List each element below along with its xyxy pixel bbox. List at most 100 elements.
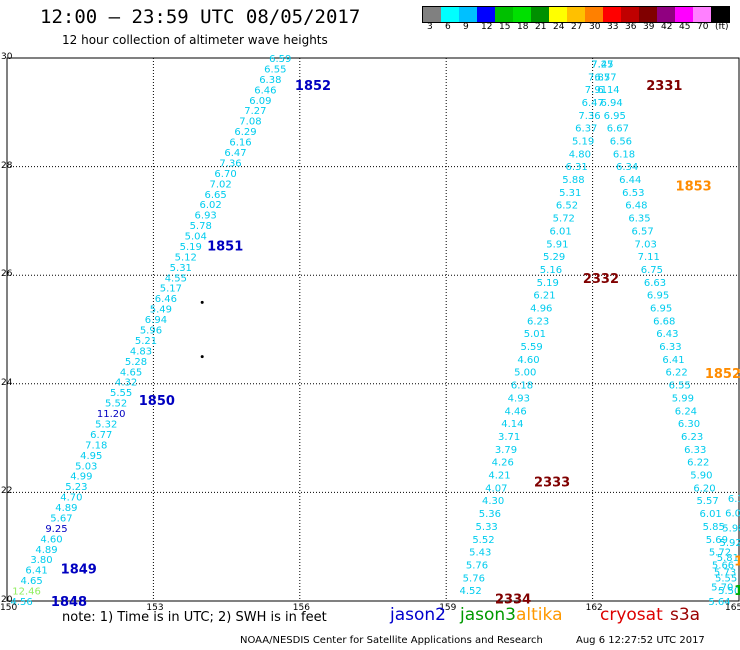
pass-time-label: 1852 (705, 367, 740, 382)
wave-height-value: 7.11 (638, 252, 660, 263)
wave-height-value: 3.79 (495, 445, 517, 456)
color-swatch (567, 7, 585, 22)
color-legend-label: (ft) (715, 22, 729, 32)
wave-height-value: 6.41 (25, 566, 47, 577)
wave-height-value: 5.57 (696, 496, 718, 507)
wave-height-value: 6.33 (684, 445, 706, 456)
wave-height-value: 5.73 (714, 568, 736, 579)
wave-height-value: 6.37 (575, 124, 597, 135)
wave-height-value: 5.32 (95, 419, 117, 430)
wave-height-value: 4.89 (55, 503, 77, 514)
wave-height-value: 7.27 (591, 59, 613, 70)
wave-height-value: 5.55 (110, 388, 132, 399)
wave-height-value: 4.46 (504, 406, 526, 417)
wave-height-value: 5.29 (543, 252, 565, 263)
wave-height-value: 3.71 (498, 432, 520, 443)
color-legend (422, 6, 730, 23)
wave-height-value: 6.68 (653, 316, 675, 327)
color-swatch (675, 7, 693, 22)
color-legend-label: 3 (427, 22, 433, 32)
wave-height-value: 4.95 (80, 451, 102, 462)
pass-time-label: 2331 (646, 79, 682, 94)
wave-height-value: 6.18 (613, 149, 635, 160)
color-swatch (549, 7, 567, 22)
color-swatch (585, 7, 603, 22)
wave-height-value: 5.16 (540, 265, 562, 276)
wave-height-value: 5.99 (672, 393, 694, 404)
color-swatch (639, 7, 657, 22)
wave-height-value: 4.52 (459, 586, 481, 597)
satellite-track: 4.525.765.765.435.525.335.364.304.074.21… (459, 59, 613, 597)
wave-height-value: 5.50 (718, 586, 740, 597)
wave-height-value: 6.67 (607, 124, 629, 135)
color-swatch (441, 7, 459, 22)
pass-time-label: 2333 (534, 476, 570, 491)
wave-height-value: 6.35 (628, 214, 650, 225)
satellite-legend-jason2: jason2 (390, 605, 446, 625)
wave-height-value: 6.95 (604, 111, 626, 122)
wave-height-value: 5.72 (709, 548, 731, 559)
color-swatch (531, 7, 549, 22)
wave-height-value: 6.22 (665, 368, 687, 379)
wave-height-value: 7.91 (585, 85, 607, 96)
map-frame (6, 57, 740, 602)
satellite-legend-s3a: s3a (670, 605, 701, 625)
wave-height-value: 6.02 (725, 509, 740, 520)
wave-height-value: 5.31 (170, 263, 192, 274)
color-swatch (693, 7, 711, 22)
wave-height-value: 7.27 (244, 106, 266, 117)
lat-tick-label: 24 (1, 377, 13, 388)
color-swatch (657, 7, 675, 22)
wave-height-value: 4.65 (120, 367, 142, 378)
wave-height-value: 4.80 (569, 149, 591, 160)
wave-height-value: 6.55 (264, 64, 286, 75)
color-legend-label: 9 (463, 22, 469, 32)
wave-height-value: 6.14 (597, 85, 619, 96)
wave-height-value: 5.23 (65, 482, 87, 493)
wave-height-value: 5.49 (150, 305, 172, 316)
wave-height-value: 5.67 (50, 513, 72, 524)
wave-height-value: 5.43 (469, 548, 491, 559)
wave-height-value: 6.16 (229, 138, 251, 149)
wave-height-value: 5.59 (521, 342, 543, 353)
wave-height-value: 6.56 (610, 137, 632, 148)
pass-time-labels: 1852 1851 1850 1849 1848 2331 1853 2332 1852 2333… (51, 79, 740, 610)
wave-height-value: 5.36 (479, 509, 501, 520)
wave-height-value: 5.66 (712, 560, 734, 571)
color-swatch (423, 7, 441, 22)
generation-timestamp: Aug 6 12:27:52 UTC 2017 (576, 635, 705, 646)
wave-height-value: 6.22 (687, 458, 709, 469)
wave-height-value: 5.52 (105, 399, 127, 410)
wave-height-value: 4.60 (40, 534, 62, 545)
wave-height-value: 4.99 (70, 472, 92, 483)
wave-height-value: 5.70 (711, 582, 733, 593)
wave-height-value: 5.12 (175, 252, 197, 263)
color-swatch (459, 7, 477, 22)
lon-tick-label: 150 (0, 603, 18, 613)
wave-height-value: 5.92 (720, 538, 740, 549)
wave-height-value: 5.52 (472, 535, 494, 546)
color-swatch (621, 7, 639, 22)
page-subtitle: 12 hour collection of altimeter wave hei… (62, 33, 328, 47)
wave-height-value: 6.52 (556, 201, 578, 212)
wave-height-value: 4.89 (35, 545, 57, 556)
color-legend-label: 39 (643, 22, 655, 32)
color-swatch (711, 7, 729, 22)
wave-height-value: 4.56 (11, 597, 33, 608)
wave-height-value: 5.90 (690, 471, 712, 482)
pass-time-label: 1852 (295, 79, 331, 94)
wave-height-value: 6.31 (566, 162, 588, 173)
wave-height-value: 5.76 (463, 573, 485, 584)
wave-height-value: 6.23 (527, 316, 549, 327)
wave-height-value: 5.21 (135, 336, 157, 347)
wave-height-value: 5.76 (466, 560, 488, 571)
wave-height-value: 5.69 (706, 535, 728, 546)
color-legend-label: 15 (499, 22, 511, 32)
pass-time-label: 1848 (51, 595, 87, 610)
wave-height-value: 4.21 (488, 471, 510, 482)
lon-tick-label: 165 (725, 603, 740, 613)
wave-height-value: 6.57 (631, 226, 653, 237)
wave-height-value: 6.95 (647, 291, 669, 302)
wave-height-value: 4.14 (501, 419, 523, 430)
wave-height-value: 6.94 (145, 315, 167, 326)
